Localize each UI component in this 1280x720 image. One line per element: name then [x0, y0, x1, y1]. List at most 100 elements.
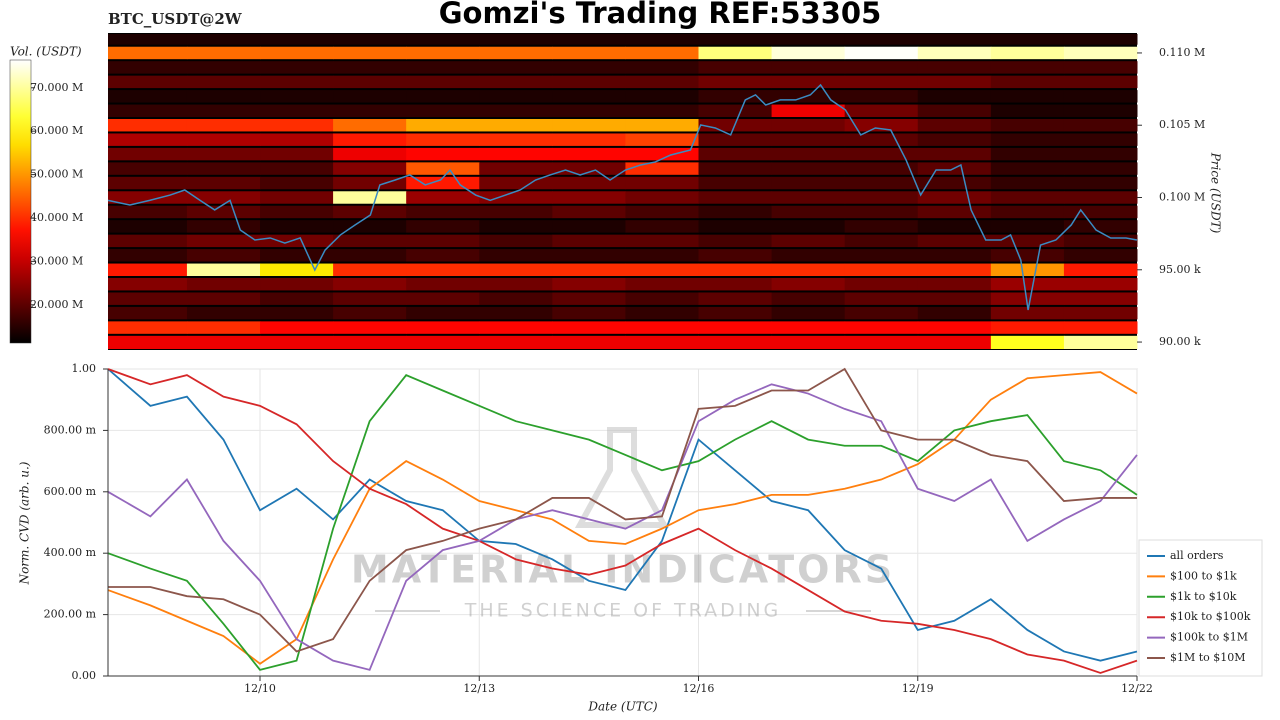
- heatmap-cell: [625, 321, 700, 334]
- x-tick-label: 12/22: [1121, 682, 1153, 695]
- heatmap-cell: [771, 46, 846, 60]
- colorbar-label: Vol. (USDT): [10, 45, 82, 59]
- heatmap-cell: [552, 104, 626, 117]
- heatmap-cell: [625, 46, 700, 60]
- watermark-subtext: THE SCIENCE OF TRADING: [464, 600, 782, 622]
- heatmap-cell: [260, 292, 334, 305]
- heatmap-cell: [698, 306, 773, 320]
- heatmap-cell: [552, 249, 626, 262]
- heatmap-cell: [844, 335, 919, 349]
- heatmap-cell: [552, 176, 626, 190]
- heatmap-cell: [917, 90, 992, 103]
- heatmap-cell: [406, 176, 480, 190]
- heatmap-cell: [771, 278, 846, 291]
- heatmap-cell: [406, 34, 480, 45]
- colorbar-tick-label: 20.000 M: [30, 298, 83, 311]
- heatmap-cell: [186, 61, 261, 74]
- heatmap-cell: [625, 75, 700, 89]
- heatmap-cell: [406, 61, 480, 74]
- heatmap-cell: [260, 118, 334, 132]
- heatmap-cell: [108, 249, 188, 262]
- heatmap-cell: [260, 61, 334, 74]
- heatmap-cell: [917, 321, 992, 334]
- heatmap-cell: [333, 234, 407, 248]
- heatmap-cell: [698, 292, 773, 305]
- heatmap-cell: [108, 234, 188, 248]
- cvd-line: [107, 383, 1138, 671]
- heatmap-cell: [260, 234, 334, 248]
- heatmap-cell: [552, 278, 626, 291]
- heatmap-cell: [333, 104, 407, 117]
- heatmap-cell: [771, 335, 846, 349]
- heatmap-cell: [333, 162, 407, 175]
- cvd-line: [108, 367, 1137, 653]
- heatmap-cell: [844, 46, 919, 60]
- heatmap-cell: [1063, 104, 1138, 117]
- heatmap-cell: [552, 191, 626, 204]
- heatmap-cell: [186, 335, 261, 349]
- heatmap-cell: [479, 306, 553, 320]
- heatmap-cell: [406, 234, 480, 248]
- heatmap-cell: [1063, 321, 1138, 334]
- heatmap-cell: [552, 292, 626, 305]
- heatmap-cell: [333, 133, 407, 146]
- heatmap-cell: [917, 278, 992, 291]
- heatmap-cell: [186, 292, 261, 305]
- heatmap-cell: [186, 75, 261, 89]
- y-tick-label: 1.00: [72, 362, 97, 375]
- heatmap-cell: [1063, 249, 1138, 262]
- heatmap-cell: [260, 46, 334, 60]
- colorbar-tick-label: 70.000 M: [30, 81, 83, 94]
- heatmap-cell: [990, 321, 1065, 334]
- heatmap-cell: [917, 205, 992, 219]
- heatmap-cell: [1063, 205, 1138, 219]
- heatmap-cell: [625, 162, 700, 175]
- heatmap-cell: [917, 75, 992, 89]
- heatmap-cell: [552, 335, 626, 349]
- heatmap-cell: [625, 34, 700, 45]
- heatmap-cell: [552, 205, 626, 219]
- heatmap-cell: [1063, 306, 1138, 320]
- heatmap-cell: [1063, 34, 1138, 45]
- heatmap-cell: [917, 191, 992, 204]
- heatmap-cell: [990, 263, 1065, 277]
- heatmap-cell: [990, 147, 1065, 161]
- heatmap-cell: [333, 278, 407, 291]
- y-tick-label: 800.00 m: [44, 423, 97, 436]
- heatmap-cell: [844, 90, 919, 103]
- heatmap-cell: [625, 220, 700, 233]
- x-axis-label: Date (UTC): [587, 700, 657, 714]
- heatmap-cell: [406, 249, 480, 262]
- heatmap-cell: [186, 176, 261, 190]
- colorbar-tick-label: 40.000 M: [30, 211, 83, 224]
- heatmap-cell: [406, 321, 480, 334]
- price-line: [107, 83, 1138, 311]
- heatmap-cell: [333, 306, 407, 320]
- heatmap-cell: [771, 234, 846, 248]
- heatmap-cell: [479, 205, 553, 219]
- heatmap-cell: [844, 220, 919, 233]
- heatmap-cell: [625, 133, 700, 146]
- heatmap-cell: [108, 104, 188, 117]
- heatmap-cell: [479, 162, 553, 175]
- heatmap-cell: [406, 335, 480, 349]
- heatmap-cell: [625, 176, 700, 190]
- heatmap-cell: [844, 234, 919, 248]
- heatmap-cell: [698, 75, 773, 89]
- heatmap-cell: [625, 205, 700, 219]
- heatmap-cell: [771, 321, 846, 334]
- heatmap-cell: [186, 162, 261, 175]
- watermark-text: MATERIAL INDICATORS: [351, 548, 895, 592]
- heatmap-cell: [108, 191, 188, 204]
- heatmap-cell: [333, 191, 407, 204]
- heatmap-cell: [844, 162, 919, 175]
- heatmap-cell: [333, 292, 407, 305]
- heatmap-cell: [625, 90, 700, 103]
- heatmap-cell: [990, 306, 1065, 320]
- heatmap-cell: [260, 75, 334, 89]
- heatmap-cell: [844, 321, 919, 334]
- heatmap-cell: [1063, 191, 1138, 204]
- legend-label: $100k to $1M: [1170, 631, 1248, 644]
- heatmap-cell: [844, 34, 919, 45]
- heatmap-cell: [406, 205, 480, 219]
